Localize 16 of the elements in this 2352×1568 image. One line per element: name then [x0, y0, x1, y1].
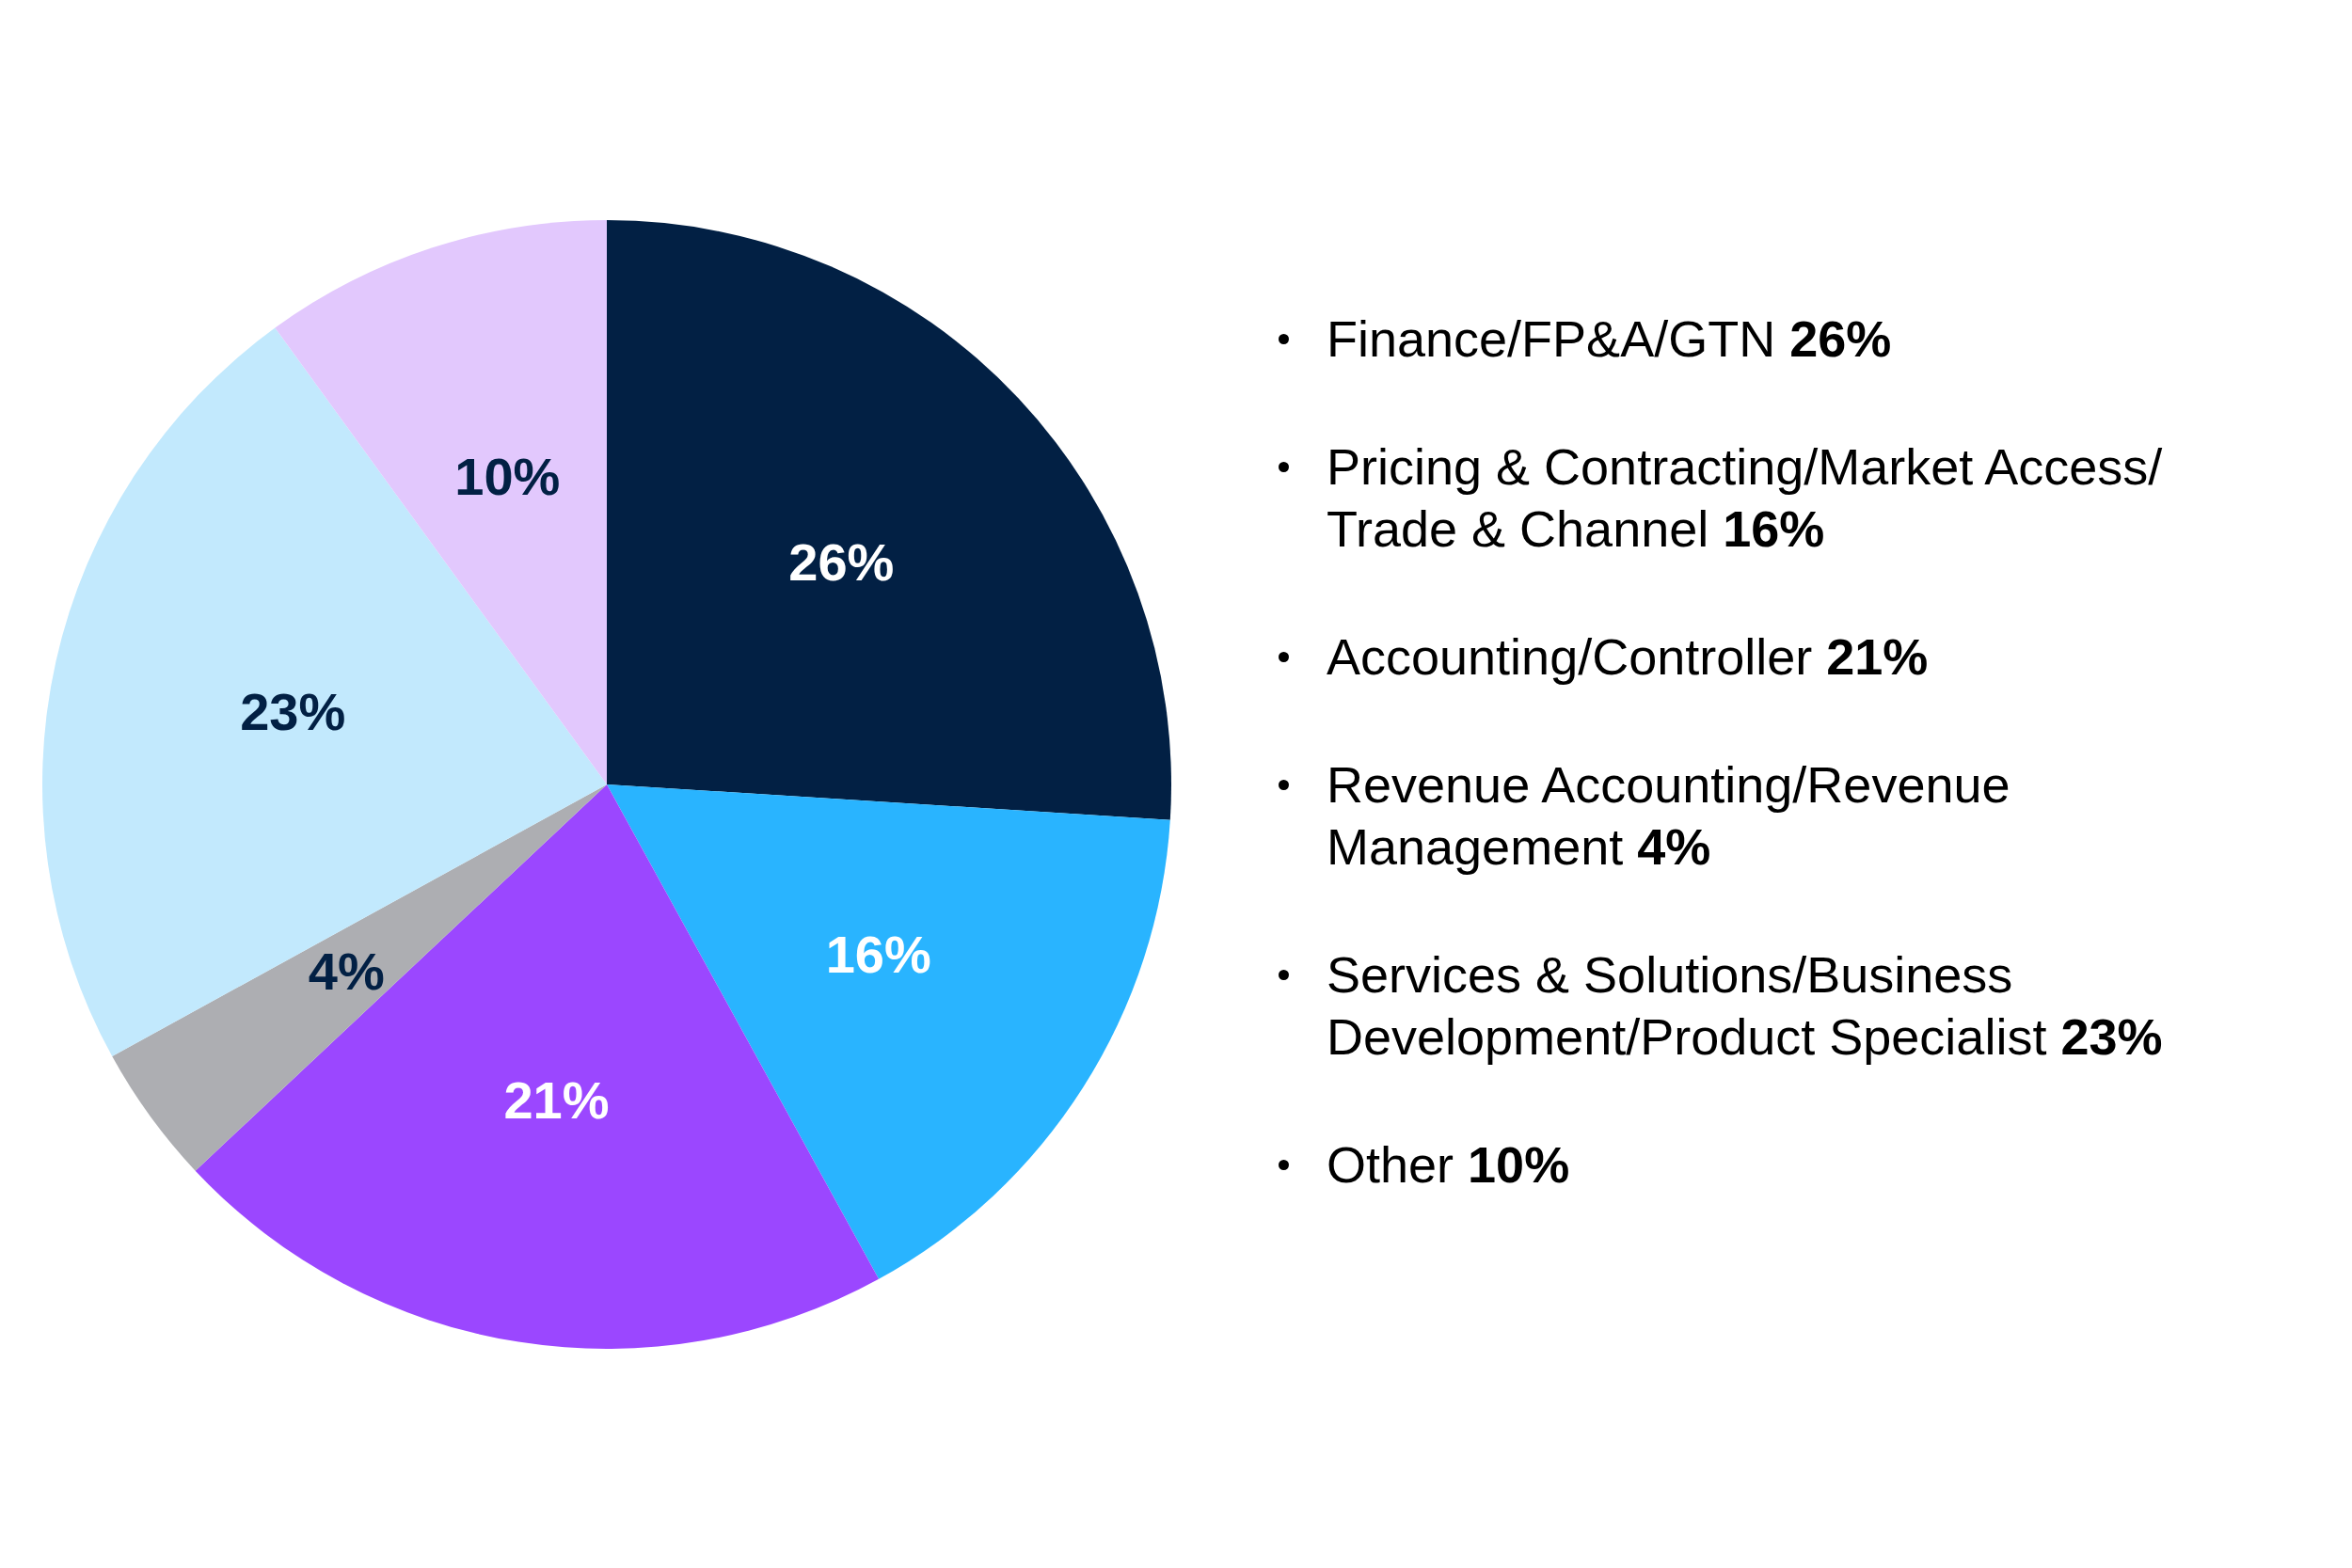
text: Pricing & Contracting/Market Access/Trade & Channel 16%: [1326, 436, 2163, 559]
pie-slice: [112, 784, 607, 1171]
data-label: 21%: [503, 1069, 610, 1130]
data-label: 16%: [825, 924, 931, 984]
pie-slice: [607, 784, 1170, 1279]
data-label: 10%: [454, 446, 561, 506]
data-label: 23%: [240, 681, 346, 741]
data-label: 4%: [308, 941, 385, 1001]
text: Revenue Accounting/Revenue Management 4%: [1326, 754, 2011, 877]
text: Accounting/Controller 21%: [1326, 626, 1930, 687]
text: Finance/FP&A/GTN 26%: [1326, 309, 1893, 369]
text: Services & Solutions/Business Development/Product Specialist 23%: [1326, 944, 2163, 1067]
pie-slice: [42, 327, 607, 1056]
data-label: 26%: [788, 531, 895, 592]
pie-slice: [607, 219, 1170, 820]
text: Other 10%: [1326, 1134, 1571, 1195]
